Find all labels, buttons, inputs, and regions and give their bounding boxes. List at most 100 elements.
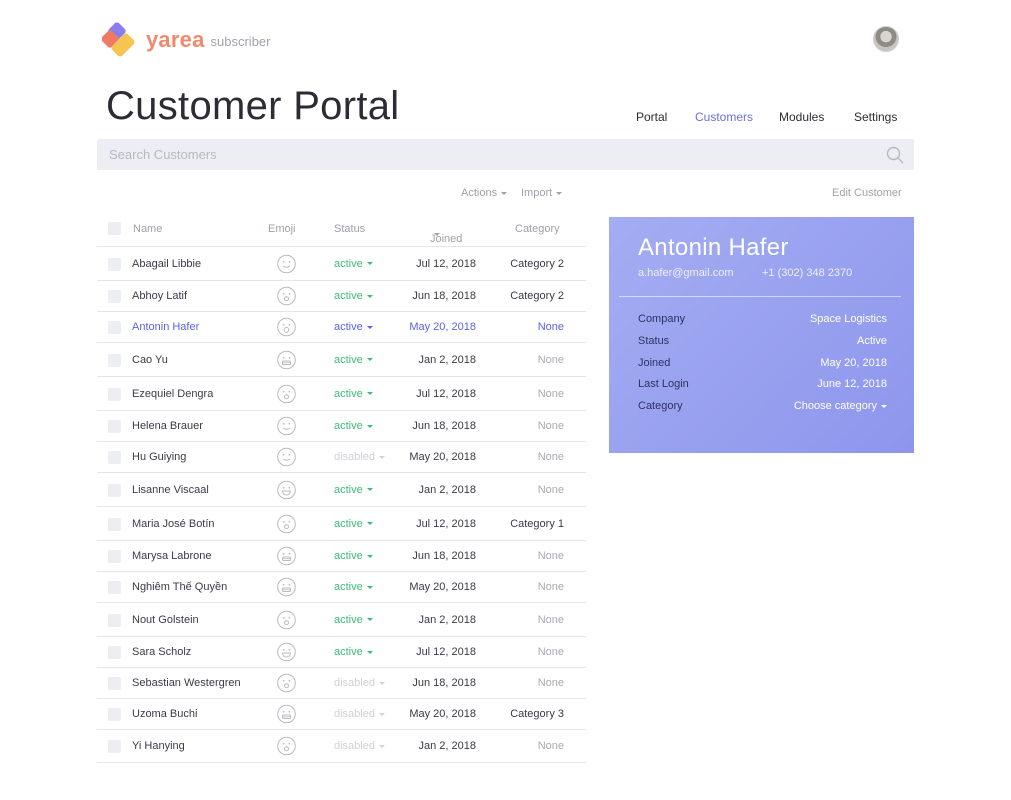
status-dropdown[interactable]: disabled	[334, 708, 385, 720]
category-dropdown[interactable]: Choose category	[794, 400, 887, 412]
row-checkbox[interactable]	[108, 708, 121, 721]
row-checkbox[interactable]	[108, 321, 121, 334]
table-row[interactable]: Uzoma Buchi disabled May 20, 2018 Category …	[97, 699, 586, 730]
status-dropdown[interactable]: active	[334, 550, 373, 562]
search-input[interactable]	[97, 139, 877, 170]
status-dropdown[interactable]: active	[334, 354, 373, 366]
row-checkbox[interactable]	[108, 646, 121, 659]
row-checkbox[interactable]	[108, 483, 121, 497]
status-dropdown[interactable]: disabled	[334, 677, 385, 689]
chevron-down-icon	[366, 650, 373, 654]
detail-field-label: Company	[638, 313, 686, 325]
search-icon[interactable]	[886, 146, 904, 164]
surprised-icon	[277, 736, 296, 756]
customer-name[interactable]: Abagail Libbie	[132, 257, 202, 270]
row-checkbox[interactable]	[108, 550, 121, 563]
customer-name[interactable]: Nghiêm Thế Quyền	[132, 581, 228, 593]
table-row[interactable]: Sara Scholz active Jul 12, 2018 None	[97, 637, 586, 668]
user-avatar[interactable]	[873, 26, 899, 52]
table-row[interactable]: Hu Guiying disabled May 20, 2018 None	[97, 442, 586, 473]
detail-phone[interactable]: +1 (302) 348 2370	[762, 267, 853, 279]
customer-name[interactable]: Ezequiel Dengra	[132, 387, 214, 400]
table-row[interactable]: Helena Brauer active Jun 18, 2018 None	[97, 411, 586, 442]
row-checkbox[interactable]	[108, 353, 121, 367]
status-dropdown[interactable]: active	[334, 290, 373, 302]
row-checkbox[interactable]	[108, 517, 121, 531]
status-label: active	[334, 646, 363, 658]
row-checkbox[interactable]	[108, 677, 121, 690]
joined-date: Jul 12, 2018	[416, 646, 476, 658]
status-dropdown[interactable]: active	[334, 518, 373, 530]
detail-email[interactable]: a.hafer@gmail.com	[638, 267, 734, 279]
chevron-down-icon	[556, 191, 563, 195]
edit-customer-link[interactable]: Edit Customer	[832, 187, 902, 199]
table-row[interactable]: Sebastian Westergren disabled Jun 18, 2018…	[97, 668, 586, 699]
customer-name[interactable]: Nout Golstein	[132, 613, 199, 626]
customer-name[interactable]: Hu Guiying	[132, 451, 187, 463]
row-checkbox[interactable]	[108, 451, 121, 464]
table-row[interactable]: Ezequiel Dengra active Jul 12, 2018 None	[97, 377, 586, 411]
row-checkbox[interactable]	[108, 740, 121, 753]
nav-portal[interactable]: Portal	[636, 110, 668, 124]
customer-name[interactable]: Sebastian Westergren	[132, 677, 241, 689]
customer-name[interactable]: Cao Yu	[132, 353, 168, 366]
status-label: active	[334, 387, 363, 400]
row-checkbox[interactable]	[108, 420, 121, 433]
table-row[interactable]: Nout Golstein active Jan 2, 2018 None	[97, 603, 586, 637]
joined-date: Jul 12, 2018	[416, 517, 476, 530]
customer-name[interactable]: Helena Brauer	[132, 420, 203, 432]
row-checkbox[interactable]	[108, 257, 121, 271]
chevron-down-icon	[366, 618, 373, 622]
status-label: active	[334, 581, 363, 593]
category-value: None	[537, 451, 564, 463]
import-dropdown[interactable]: Import	[521, 187, 563, 199]
column-header-emoji[interactable]: Emoji	[268, 223, 296, 235]
table-row[interactable]: Abagail Libbie active Jul 12, 2018 Category…	[97, 247, 586, 281]
column-header-name[interactable]: Name	[133, 223, 163, 235]
joined-date: Jan 2, 2018	[418, 353, 477, 366]
customer-name[interactable]: Uzoma Buchi	[132, 708, 198, 720]
row-checkbox[interactable]	[108, 290, 121, 303]
status-dropdown[interactable]: active	[334, 581, 373, 593]
customer-name[interactable]: Sara Scholz	[132, 646, 192, 658]
row-checkbox[interactable]	[108, 613, 121, 627]
column-header-category[interactable]: Category	[515, 223, 560, 235]
detail-divider	[619, 296, 901, 297]
customer-name[interactable]: Maria José Botín	[132, 517, 215, 530]
app-logo[interactable]: yarea subscriber	[102, 22, 270, 58]
nav-settings[interactable]: Settings	[854, 110, 898, 124]
row-checkbox[interactable]	[108, 387, 121, 401]
customer-name[interactable]: Yi Hanying	[132, 740, 185, 752]
table-row[interactable]: Maria José Botín active Jul 12, 2018 Catego…	[97, 507, 586, 541]
select-all-checkbox[interactable]	[108, 222, 121, 235]
table-row[interactable]: Nghiêm Thế Quyền active May 20, 2018 None	[97, 572, 586, 603]
customer-name[interactable]: Antonin Hafer	[132, 321, 200, 333]
nav-customers[interactable]: Customers	[695, 110, 754, 124]
table-row[interactable]: Marysa Labrone active Jun 18, 2018 None	[97, 541, 586, 572]
status-label: active	[334, 420, 363, 432]
nav-modules[interactable]: Modules	[779, 110, 825, 124]
customer-name[interactable]: Lisanne Viscaal	[132, 483, 209, 496]
table-row[interactable]: Cao Yu active Jan 2, 2018 None	[97, 343, 586, 377]
customer-name[interactable]: Marysa Labrone	[132, 550, 212, 562]
status-dropdown[interactable]: active	[334, 614, 373, 626]
column-header-status[interactable]: Status	[334, 223, 366, 235]
table-row[interactable]: Abhoy Latif active Jun 18, 2018 Category 2	[97, 281, 586, 312]
status-dropdown[interactable]: active	[334, 258, 373, 270]
table-row[interactable]: Lisanne Viscaal active Jan 2, 2018 None	[97, 473, 586, 507]
category-value: None	[537, 387, 564, 400]
status-dropdown[interactable]: active	[334, 388, 373, 400]
status-dropdown[interactable]: disabled	[334, 740, 385, 752]
status-dropdown[interactable]: active	[334, 420, 373, 432]
status-dropdown[interactable]: disabled	[334, 451, 385, 463]
status-dropdown[interactable]: active	[334, 646, 373, 658]
table-row[interactable]: Antonin Hafer active May 20, 2018 None	[97, 312, 586, 343]
row-checkbox[interactable]	[108, 581, 121, 594]
surprised-icon	[277, 384, 296, 403]
detail-field-value: Active	[857, 334, 887, 347]
actions-dropdown[interactable]: Actions	[461, 187, 508, 199]
table-row[interactable]: Yi Hanying disabled Jan 2, 2018 None	[97, 730, 586, 763]
status-dropdown[interactable]: active	[334, 321, 373, 333]
status-dropdown[interactable]: active	[334, 484, 373, 496]
customer-name[interactable]: Abhoy Latif	[132, 290, 188, 302]
